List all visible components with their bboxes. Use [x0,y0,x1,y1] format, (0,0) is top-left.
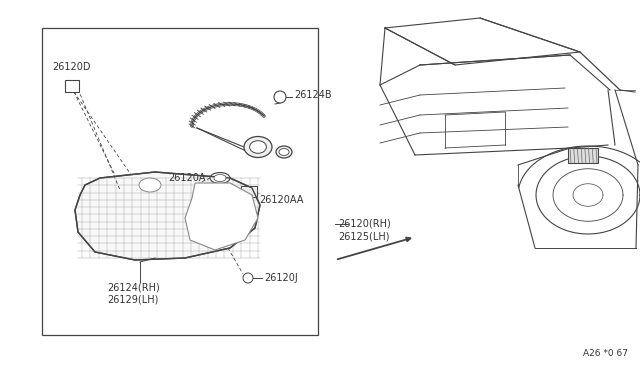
Ellipse shape [250,141,266,153]
Text: 26129(LH): 26129(LH) [107,295,158,305]
Text: 26125(LH): 26125(LH) [338,231,390,241]
Text: 26124(RH): 26124(RH) [107,282,160,292]
Text: 26120A: 26120A [168,173,205,183]
Circle shape [243,273,253,283]
Bar [241,186,257,197]
Bar [568,148,598,163]
Text: 26120J: 26120J [264,273,298,283]
Text: 26120(RH): 26120(RH) [338,218,391,228]
Ellipse shape [244,137,272,157]
Text: 26120D: 26120D [52,62,90,72]
Bar [65,80,79,92]
Ellipse shape [210,173,230,183]
Ellipse shape [279,148,289,155]
Ellipse shape [276,146,292,158]
Circle shape [274,91,286,103]
Ellipse shape [214,174,226,182]
Text: A26 *0 67: A26 *0 67 [583,349,628,358]
Polygon shape [185,183,258,250]
Ellipse shape [139,178,161,192]
Text: 26120AA: 26120AA [259,195,303,205]
Text: 26124B: 26124B [294,90,332,100]
Bar [42,28,318,335]
Polygon shape [75,172,260,260]
